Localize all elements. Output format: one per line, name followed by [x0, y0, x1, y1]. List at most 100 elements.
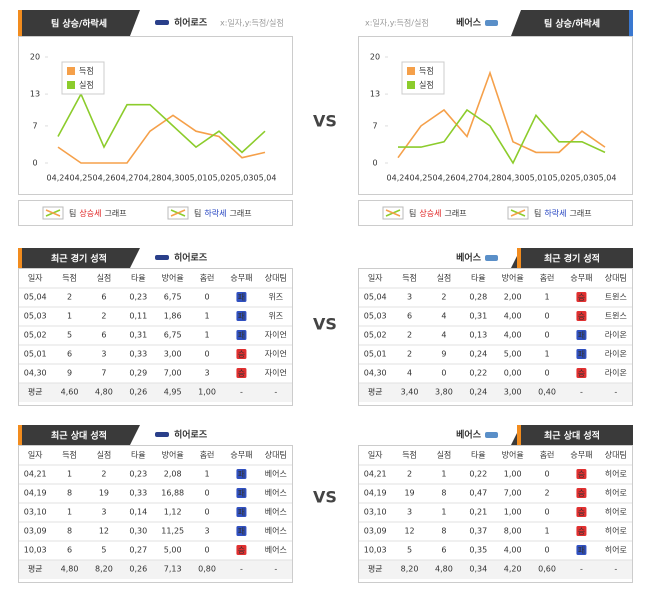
cell: 0,31 — [129, 331, 147, 340]
cell: 5 — [67, 331, 72, 340]
vs-label: VS — [313, 315, 337, 334]
chart-box — [358, 36, 633, 195]
avg-cell: 8,20 — [401, 565, 419, 574]
cell: 5,00 — [164, 546, 182, 555]
result-label: 패 — [238, 507, 245, 517]
cell: 히어로 — [605, 526, 627, 536]
avg-cell: 4,80 — [61, 565, 79, 574]
header-accent — [517, 425, 521, 445]
cell: 3,00 — [164, 350, 182, 359]
result-label: 승 — [238, 369, 245, 378]
team-logo — [155, 20, 169, 25]
x-tick-label: 04,27 — [456, 174, 479, 183]
result-icon — [576, 292, 587, 302]
avg-row-bg — [19, 560, 292, 579]
avg-cell: 4,80 — [95, 388, 113, 397]
cell: 0,37 — [469, 527, 487, 536]
column-header: 승무패 — [230, 273, 252, 283]
cell: 7,00 — [504, 489, 522, 498]
team-name: 베어스 — [456, 17, 482, 29]
header-title: 팀 상승/하락세 — [544, 18, 600, 30]
x-tick-label: 04,28 — [479, 174, 502, 183]
avg-cell: 3,00 — [504, 388, 522, 397]
cell: 4 — [441, 312, 446, 321]
cell: 0 — [545, 470, 550, 479]
cell: 4 — [441, 331, 446, 340]
column-header: 승무패 — [570, 450, 592, 460]
legend-swatch — [67, 67, 75, 75]
result-icon — [236, 526, 247, 536]
cell: 6 — [441, 546, 446, 555]
avg-cell: 4,95 — [164, 388, 182, 397]
cell: 03,10 — [364, 508, 387, 517]
header-bar — [18, 10, 140, 36]
cell: 1 — [205, 470, 210, 479]
team-name: 베어스 — [456, 429, 482, 441]
cell: 16,88 — [161, 489, 184, 498]
cell: 8 — [441, 527, 446, 536]
cell: 7,00 — [164, 369, 182, 378]
result-icon — [576, 526, 587, 536]
cell: 0,29 — [129, 369, 147, 378]
cell: 라이온 — [605, 330, 627, 340]
result-label: 승 — [238, 350, 245, 359]
cell: 9 — [441, 350, 446, 359]
result-label: 패 — [578, 349, 585, 359]
cell: 05,01 — [24, 350, 47, 359]
header-accent — [629, 10, 633, 36]
legend-icon-line — [170, 209, 186, 217]
cell: 0 — [545, 508, 550, 517]
cell: 베어스 — [265, 488, 287, 498]
legend-swatch — [407, 81, 415, 89]
result-icon — [576, 349, 587, 359]
legend-text: 팀 상승세 그래프 — [409, 208, 467, 218]
cell: 04,19 — [24, 489, 47, 498]
cell: 위즈 — [268, 293, 283, 302]
avg-cell: 0,24 — [469, 388, 487, 397]
cell: 6 — [407, 312, 412, 321]
cell: 0,31 — [469, 312, 487, 321]
cell: 0,21 — [469, 508, 487, 517]
cell: 4,00 — [504, 546, 522, 555]
cell: 2 — [67, 293, 72, 302]
result-icon — [236, 488, 247, 498]
cell: 2 — [407, 350, 412, 359]
avg-cell: - — [274, 388, 277, 397]
x-tick-label: 04,30 — [162, 174, 185, 183]
column-header: 상대팀 — [605, 450, 627, 460]
graph-legend-box — [358, 200, 633, 226]
avg-cell: 평균 — [28, 564, 43, 574]
cell: 0,22 — [469, 369, 487, 378]
header-accent — [18, 10, 22, 36]
result-icon — [576, 368, 587, 378]
y-tick-label: 13 — [30, 90, 40, 99]
avg-cell: 0,60 — [538, 565, 556, 574]
result-icon — [576, 545, 587, 555]
cell: 6,75 — [164, 293, 182, 302]
result-label: 패 — [238, 311, 245, 321]
header-bar — [18, 425, 140, 445]
x-tick-label: 04,25 — [410, 174, 433, 183]
cell: 1 — [441, 470, 446, 479]
cell: 0 — [441, 369, 446, 378]
cell: 1 — [67, 470, 72, 479]
cell: 3 — [407, 293, 412, 302]
cell: 1 — [205, 312, 210, 321]
cell: 0,14 — [129, 508, 147, 517]
result-label: 승 — [578, 312, 585, 321]
legend-post: 그래프 — [104, 209, 126, 218]
result-label: 승 — [238, 546, 245, 555]
header-accent — [517, 248, 521, 268]
column-header: 득점 — [62, 450, 77, 460]
cell: 3 — [205, 369, 210, 378]
legend-pre: 팀 — [69, 208, 76, 218]
result-icon — [236, 507, 247, 517]
column-header: 방어율 — [502, 273, 524, 283]
avg-cell: 3,40 — [401, 388, 419, 397]
avg-cell: - — [614, 565, 617, 574]
cell: 05,02 — [24, 331, 47, 340]
cell: 0,28 — [469, 293, 487, 302]
cell: 베어스 — [265, 526, 287, 536]
cell: 05,03 — [364, 312, 387, 321]
